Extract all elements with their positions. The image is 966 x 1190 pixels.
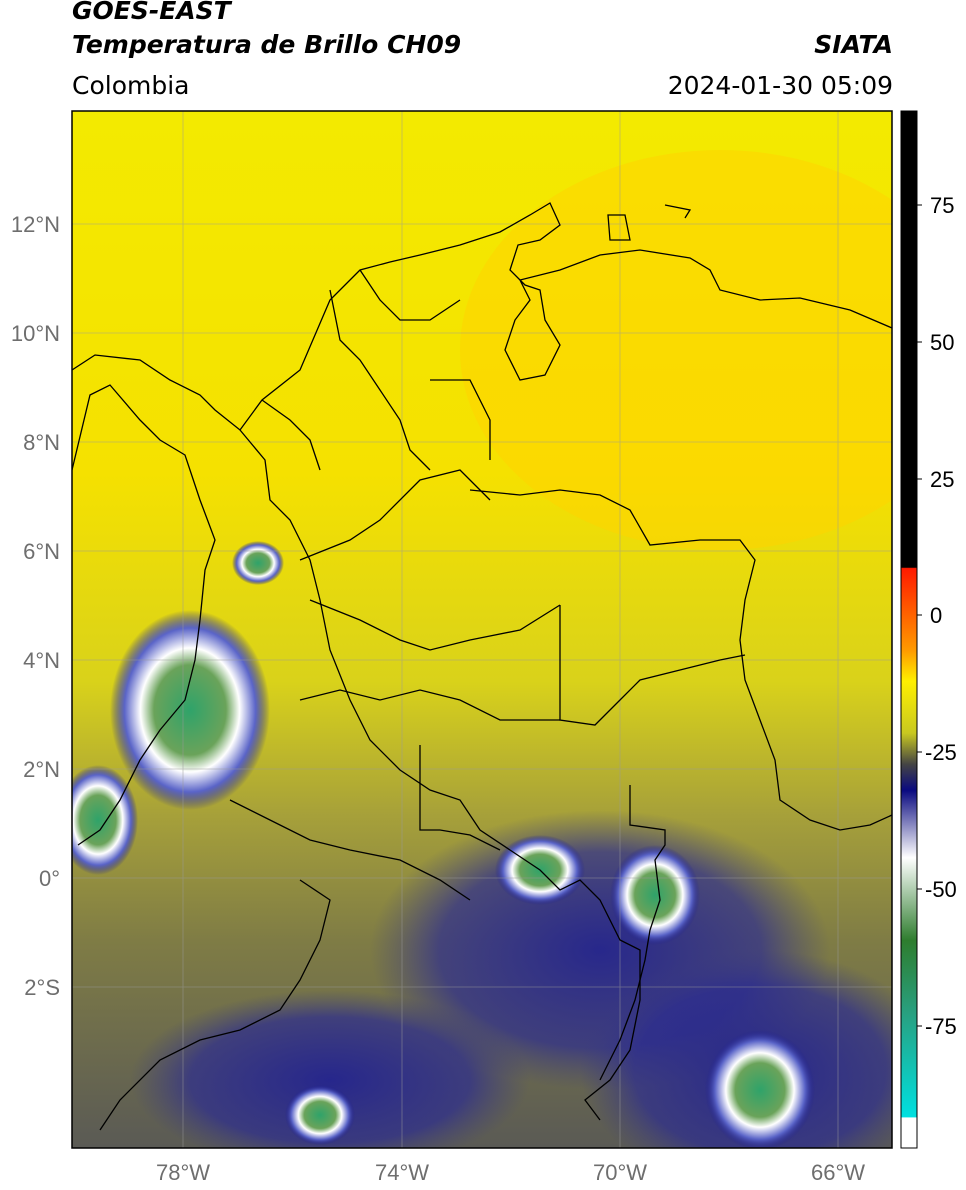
colorbar-label: 25 [930,467,954,492]
colorbar-ticks [917,204,922,1027]
colorbar-label: 75 [930,193,954,218]
lat-label: 12°N [11,212,60,237]
lon-label: 70°W [593,1160,647,1185]
colorbar [900,110,918,1149]
product-title: Temperatura de Brillo CH09 [72,30,462,59]
lat-label: 2°N [23,757,60,782]
datetime-label: 2024-01-30 05:09 [667,71,893,100]
latitude-axis: 12°N 10°N 8°N 6°N 4°N 2°N 0° 2°S [11,212,60,1000]
colorbar-label: -25 [925,740,957,765]
lat-label: 8°N [23,430,60,455]
map-frame [71,110,893,1149]
lat-label: 4°N [23,648,60,673]
region-label: Colombia [72,71,190,100]
satellite-title: GOES-EAST [72,0,231,25]
lat-label: 6°N [23,539,60,564]
lat-label: 10°N [11,321,60,346]
lon-label: 78°W [156,1160,210,1185]
colorbar-label: -75 [925,1014,957,1039]
lat-label: 2°S [24,975,60,1000]
colorbar-label: -50 [925,877,957,902]
lon-label: 66°W [811,1160,865,1185]
colorbar-label: 50 [930,330,954,355]
lat-label: 0° [39,866,60,891]
colorbar-labels: 75 50 25 0 -25 -50 -75 [925,193,957,1039]
borders [72,202,892,1131]
graticule [72,111,892,1148]
colorbar-label: 0 [930,603,942,628]
longitude-axis: 78°W 74°W 70°W 66°W [156,1160,865,1185]
convective-storm [110,610,270,810]
agency-label: SIATA [814,30,893,59]
lon-label: 74°W [375,1160,429,1185]
